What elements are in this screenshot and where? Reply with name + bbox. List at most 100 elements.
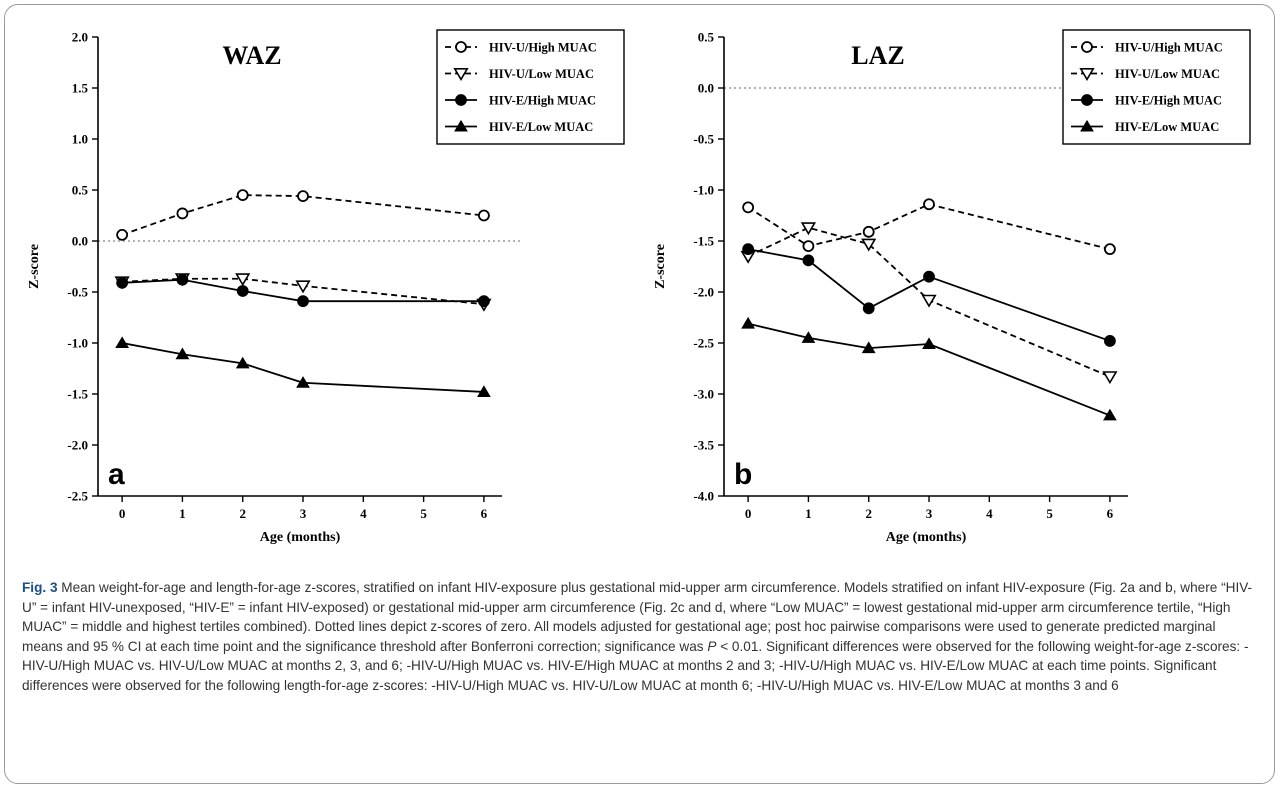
chart-waz: 2.0 1.5 1.0 0.5 0.0 -0.5 -1.0 -1.5 -2.0 -2.5 0 1 2 3 4… — [27, 29, 625, 545]
chart-waz-y-axis-title: Z-score — [27, 244, 42, 289]
chart-laz-x-tick-label: 3 — [926, 506, 933, 521]
chart-waz-x-tick-label: 3 — [300, 506, 307, 521]
caption-text-1: Mean weight-for-age and length-for-age z… — [22, 580, 1253, 654]
chart-laz-series-hiv-u-low-muac-point — [800, 222, 817, 236]
chart-waz-y-tick-label: 0.5 — [72, 183, 89, 198]
chart-waz-panel-letter: a — [108, 458, 125, 491]
chart-laz-series-hiv-u-high-muac-point — [862, 225, 875, 238]
chart-waz-series-hiv-u-high-muac-line — [121, 194, 485, 236]
chart-waz-legend: HIV-U/High MUAC HIV-U/Low MUAC HIV-E/High … — [436, 29, 625, 145]
chart-waz-series-hiv-u-high-muac-point — [297, 190, 309, 203]
chart-laz-legend-marker — [1081, 41, 1093, 53]
chart-waz-x-tick-label: 5 — [420, 506, 427, 521]
chart-laz-series-hiv-e-high-muac-point — [862, 302, 875, 315]
chart-waz-series-hiv-u-low-muac-point — [235, 273, 251, 287]
chart-laz-series-hiv-e-low-muac-point — [741, 316, 755, 329]
chart-waz-legend-label: HIV-E/Low MUAC — [489, 120, 593, 134]
chart-laz-series-hiv-u-low-muac-point — [1102, 371, 1118, 385]
chart-laz-legend-marker — [1080, 119, 1094, 132]
chart-waz-legend-box — [436, 29, 625, 145]
chart-waz-x-axis-title: Age (months) — [260, 530, 341, 545]
chart-waz-series-hiv-u-high-muac-point — [116, 228, 129, 241]
chart-laz-legend-marker — [1079, 68, 1095, 81]
chart-laz-x-tick-label: 6 — [1107, 506, 1114, 521]
chart-laz-series-hiv-e-high-muac-point — [802, 254, 815, 267]
chart-waz-y-tick-label: -1.0 — [67, 336, 88, 351]
chart-laz-x-axis-title: Age (months) — [886, 530, 967, 545]
chart-laz-y-tick-label: -2.0 — [693, 285, 714, 300]
chart-laz-x-tick-label: 4 — [986, 506, 993, 521]
chart-laz-y-axis-title: Z-score — [653, 244, 668, 289]
chart-laz-y-tick-label: -3.0 — [693, 387, 714, 402]
chart-waz-legend-marker — [453, 68, 469, 81]
chart-waz-legend-label: HIV-U/High MUAC — [489, 41, 597, 55]
chart-waz-title: WAZ — [222, 41, 281, 70]
chart-waz-series-hiv-u-low-muac-point — [295, 280, 311, 294]
chart-waz-series-hiv-e-high-muac-point — [478, 295, 490, 308]
chart-laz-y-tick-label: -3.5 — [693, 438, 714, 453]
chart-laz-series-hiv-e-high-muac-point — [923, 270, 935, 283]
chart-waz-series-hiv-e-low-muac — [115, 336, 491, 397]
chart-laz-x-tick-label: 0 — [745, 506, 752, 521]
chart-waz-y-tick-label: -2.0 — [67, 438, 88, 453]
chart-laz: 0.5 0.0 -0.5 -1.0 -1.5 -2.0 -2.5 -3.0 -3.5 -4.0 0 1… — [653, 29, 1251, 545]
chart-laz-series-hiv-u-high-muac-point — [923, 198, 935, 211]
chart-laz-legend-label: HIV-E/High MUAC — [1115, 94, 1222, 108]
chart-waz-series-hiv-u-high-muac — [116, 189, 490, 241]
chart-laz-legend-box — [1062, 29, 1251, 145]
chart-waz-series-hiv-u-high-muac-point — [236, 189, 249, 202]
chart-waz-y-tick-label: -0.5 — [67, 285, 88, 300]
chart-laz-x-tick-label: 1 — [805, 506, 812, 521]
chart-waz-x-tick-label: 1 — [179, 506, 186, 521]
chart-laz-series-hiv-e-low-muac — [741, 316, 1117, 421]
chart-laz-series-hiv-u-high-muac-line — [747, 203, 1111, 251]
chart-laz-y-tick-label: -2.5 — [693, 336, 714, 351]
chart-laz-x-tick-label: 2 — [865, 506, 872, 521]
figure-label: Fig. 3 — [22, 580, 58, 595]
chart-waz-legend-marker — [455, 94, 467, 106]
chart-waz-series-hiv-e-low-muac-point — [175, 347, 190, 360]
chart-laz-series-hiv-e-low-muac-point — [861, 341, 876, 354]
chart-waz-series-hiv-e-high-muac-point — [176, 273, 189, 286]
chart-waz-legend-marker — [454, 119, 468, 132]
chart-waz-series-hiv-u-high-muac-point — [176, 207, 189, 220]
chart-laz-series-hiv-e-low-muac-point — [922, 337, 936, 350]
chart-waz-legend-label: HIV-U/Low MUAC — [489, 67, 594, 81]
chart-waz-series-hiv-e-low-muac-point — [296, 376, 310, 388]
chart-waz-y-tick-label: 0.0 — [72, 234, 88, 249]
chart-waz-series-hiv-e-high-muac-point — [116, 276, 129, 289]
chart-waz-series-hiv-e-high-muac-point — [236, 285, 249, 297]
chart-laz-panel-letter: b — [734, 458, 752, 491]
chart-laz-series-hiv-u-high-muac — [742, 198, 1116, 256]
chart-laz-title: LAZ — [851, 41, 904, 70]
chart-laz-series-hiv-u-low-muac-line — [747, 226, 1111, 378]
chart-waz-series-hiv-e-high-muac-point — [297, 295, 309, 308]
chart-waz-x-tick-label: 0 — [119, 506, 126, 521]
chart-laz-series-hiv-e-low-muac-point — [801, 331, 816, 343]
chart-laz-series-hiv-u-high-muac-point — [802, 240, 815, 253]
chart-laz-series-hiv-e-high-muac — [742, 243, 1116, 347]
chart-waz-y-tick-label: 2.0 — [72, 30, 88, 45]
chart-laz-y-tick-label: 0.5 — [698, 30, 715, 45]
chart-laz-x-tick-label: 5 — [1046, 506, 1053, 521]
chart-waz-series-hiv-e-low-muac-point — [477, 385, 491, 397]
chart-laz-legend-label: HIV-U/Low MUAC — [1115, 67, 1220, 81]
chart-waz-series-hiv-u-high-muac-point — [478, 209, 490, 222]
chart-laz-legend-label: HIV-E/Low MUAC — [1115, 120, 1219, 134]
chart-laz-series-hiv-u-low-muac-point — [861, 238, 877, 252]
chart-waz-series-hiv-e-low-muac-point — [235, 356, 250, 369]
chart-waz-y-tick-label: -2.5 — [67, 489, 88, 504]
chart-laz-y-tick-label: -1.0 — [693, 183, 714, 198]
chart-waz-legend-marker — [455, 41, 467, 53]
chart-laz-legend-label: HIV-U/High MUAC — [1115, 41, 1223, 55]
chart-laz-y-tick-label: 0.0 — [698, 81, 714, 96]
chart-waz-y-tick-label: 1.0 — [72, 132, 88, 147]
chart-laz-series-hiv-u-high-muac-point — [742, 201, 755, 214]
chart-laz-series-hiv-e-high-muac-point — [742, 243, 755, 256]
chart-laz-series-hiv-u-low-muac — [740, 222, 1118, 385]
chart-waz-y-tick-label: 1.5 — [72, 81, 89, 96]
chart-laz-legend: HIV-U/High MUAC HIV-U/Low MUAC HIV-E/High … — [1062, 29, 1251, 145]
chart-laz-series-hiv-e-low-muac-point — [1103, 408, 1117, 421]
chart-laz-y-tick-label: -0.5 — [693, 132, 714, 147]
chart-waz-series-hiv-e-high-muac — [116, 273, 490, 308]
